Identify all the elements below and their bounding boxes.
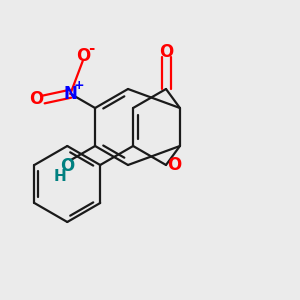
- Text: +: +: [74, 79, 85, 92]
- Text: O: O: [29, 90, 43, 108]
- Text: O: O: [159, 43, 173, 61]
- Text: N: N: [64, 85, 77, 103]
- Text: O: O: [76, 47, 90, 65]
- Text: -: -: [88, 41, 95, 56]
- Text: O: O: [60, 157, 74, 175]
- Text: O: O: [167, 156, 181, 174]
- Text: H: H: [54, 169, 67, 184]
